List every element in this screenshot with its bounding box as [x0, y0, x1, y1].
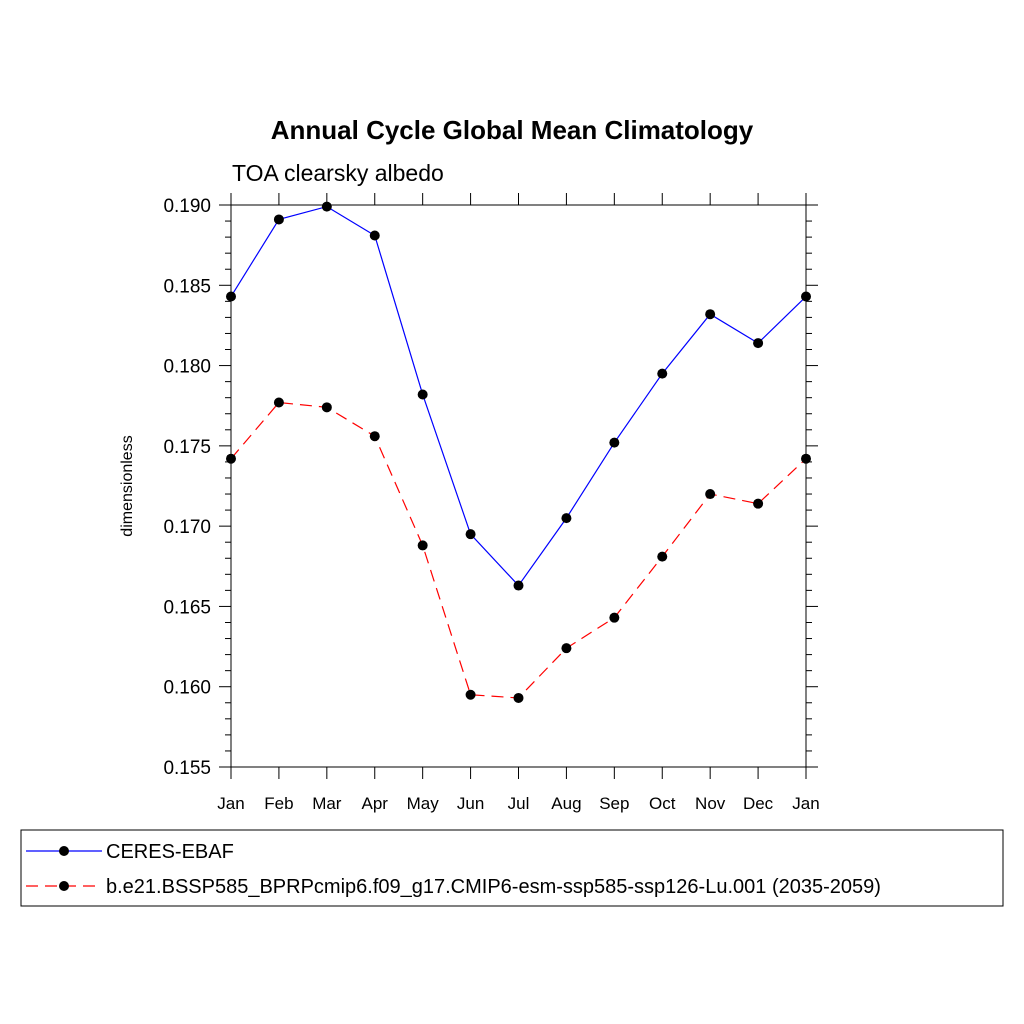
series-0-point — [609, 437, 620, 448]
y-tick-label: 0.180 — [163, 357, 211, 378]
x-tick-label: Jun — [457, 794, 484, 813]
legend-marker-1 — [59, 881, 69, 891]
y-tick-label: 0.165 — [163, 597, 211, 618]
series-line-1 — [230, 401, 807, 699]
series-1-point — [609, 612, 620, 623]
series-0-point — [369, 230, 380, 241]
x-tick-label: Nov — [695, 794, 726, 813]
series-0-point — [705, 309, 716, 320]
series-1-point — [657, 551, 668, 562]
series-1-point — [417, 540, 428, 551]
series-1-point — [321, 402, 332, 413]
series-line-0 — [230, 205, 807, 587]
chart-title: Annual Cycle Global Mean Climatology — [271, 115, 754, 145]
y-tick-label: 0.190 — [163, 196, 211, 217]
series-1-point — [561, 643, 572, 654]
x-tick-label: Oct — [649, 794, 676, 813]
series-0-point — [561, 513, 572, 524]
x-tick-label: Feb — [264, 794, 293, 813]
series-0-point — [273, 214, 284, 225]
series-layer — [226, 201, 811, 703]
x-tick-label: Jan — [792, 794, 819, 813]
legend-items: CERES-EBAF b.e21.BSSP585_BPRPcmip6.f09_g1… — [26, 841, 881, 898]
x-tick-label: May — [407, 794, 440, 813]
x-tick-label: Aug — [551, 794, 581, 813]
series-1-point — [753, 498, 764, 509]
series-0-point — [465, 529, 476, 540]
legend: CERES-EBAF b.e21.BSSP585_BPRPcmip6.f09_g1… — [20, 829, 1004, 907]
series-0-point — [753, 338, 764, 349]
series-0-point — [321, 201, 332, 212]
series-1-point — [273, 397, 284, 408]
x-tick-label: Jul — [508, 794, 530, 813]
y-tick-label: 0.185 — [163, 276, 211, 297]
x-tick-label: Sep — [599, 794, 629, 813]
series-1-point — [513, 692, 524, 703]
series-0-point — [513, 580, 524, 591]
series-1-point — [465, 689, 476, 700]
y-tick-label: 0.155 — [163, 758, 211, 779]
tick-labels: Jan Feb Mar Apr May Jun Jul Aug Sep Oct Nov Dec Jan 0… — [163, 196, 819, 813]
y-axis-label: dimensionless — [119, 435, 136, 536]
legend-label-0: CERES-EBAF — [106, 841, 234, 863]
legend-box — [20, 829, 1004, 907]
plot-frame — [230, 204, 807, 768]
series-1-point — [369, 431, 380, 442]
x-tick-label: Dec — [743, 794, 774, 813]
x-tick-label: Jan — [217, 794, 244, 813]
legend-marker-0 — [59, 846, 69, 856]
series-0-point — [417, 389, 428, 400]
y-tick-label: 0.160 — [163, 678, 211, 699]
chart-subtitle: TOA clearsky albedo — [232, 160, 444, 186]
series-0-point — [657, 368, 668, 379]
x-tick-label: Mar — [312, 794, 342, 813]
x-tick-label: Apr — [362, 794, 389, 813]
y-tick-label: 0.175 — [163, 437, 211, 458]
axis-ticks — [219, 193, 818, 779]
series-1-point — [705, 489, 716, 500]
legend-label-1: b.e21.BSSP585_BPRPcmip6.f09_g17.CMIP6-es… — [106, 876, 881, 898]
y-tick-label: 0.170 — [163, 517, 211, 538]
